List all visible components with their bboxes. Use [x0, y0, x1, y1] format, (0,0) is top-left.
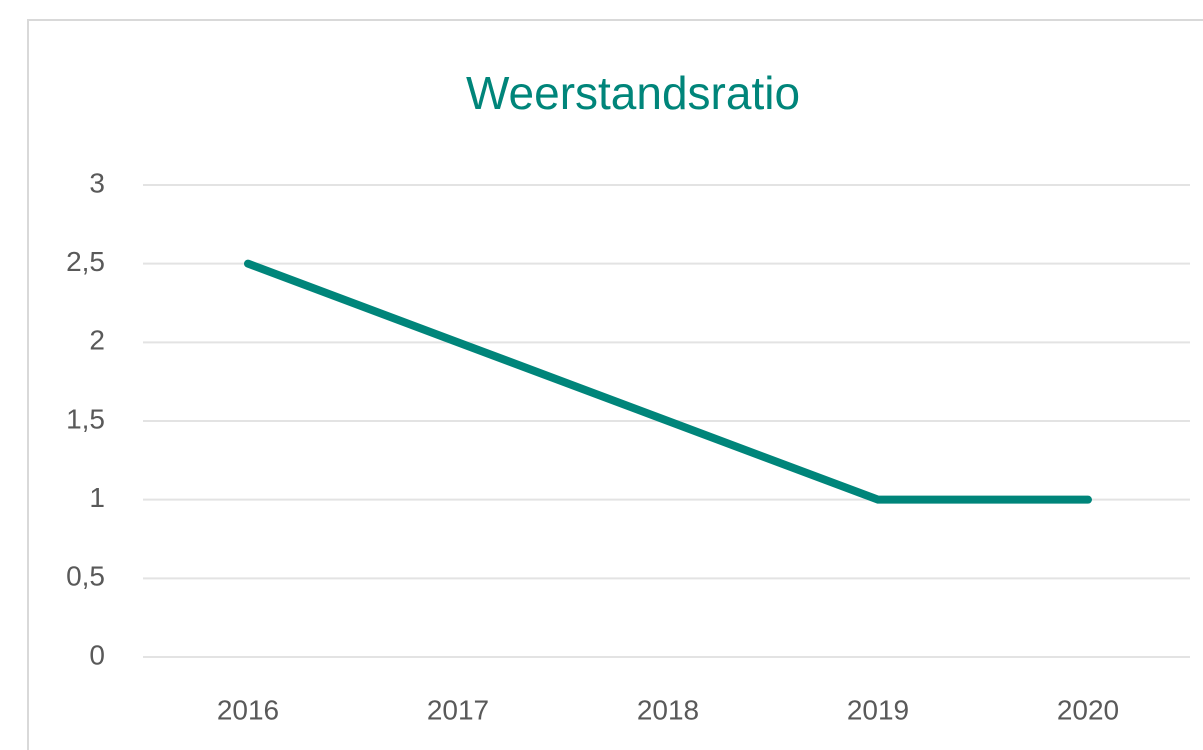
y-tick-label: 2 — [89, 325, 105, 356]
y-tick-label: 0,5 — [66, 561, 105, 592]
x-tick-label: 2017 — [427, 694, 489, 725]
data-line — [244, 259, 1092, 504]
chart-title: Weerstandsratio — [466, 67, 800, 119]
y-tick-label: 1 — [89, 482, 105, 513]
y-tick-label: 3 — [89, 167, 105, 198]
y-tick-label: 1,5 — [66, 403, 105, 434]
x-tick-label: 2019 — [847, 694, 909, 725]
x-tick-label: 2018 — [637, 694, 699, 725]
x-tick-label: 2016 — [217, 694, 279, 725]
chart-frame — [27, 19, 1203, 750]
y-tick-label: 2,5 — [66, 246, 105, 277]
x-tick-label: 2020 — [1057, 694, 1119, 725]
y-tick-label: 0 — [89, 639, 105, 670]
